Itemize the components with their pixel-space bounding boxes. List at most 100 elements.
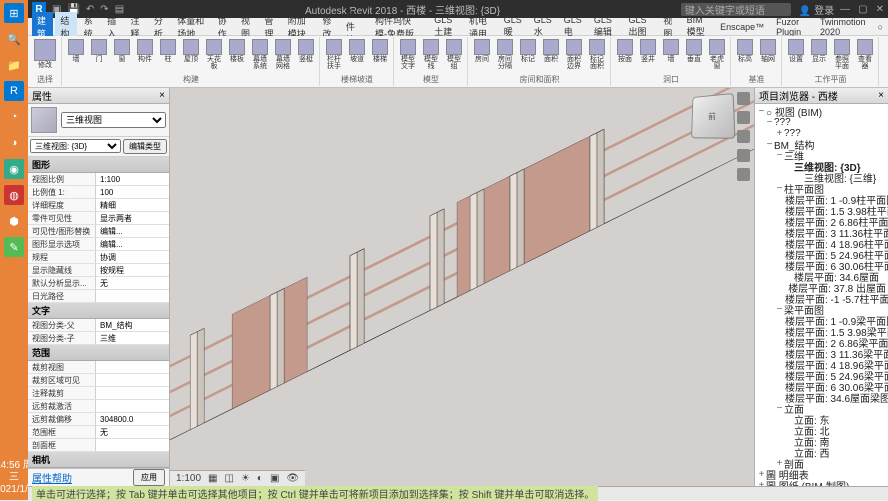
prop-row[interactable]: 视图比例1:100: [28, 173, 169, 186]
type-dropdown[interactable]: 三维视图: [61, 112, 166, 128]
prop-value[interactable]: 协调: [96, 251, 169, 263]
sun-path-icon[interactable]: ☀: [239, 473, 252, 484]
prop-row[interactable]: 详细程度精细: [28, 199, 169, 212]
prop-value[interactable]: [96, 361, 169, 373]
prop-value[interactable]: 1:100: [96, 173, 169, 185]
ribbon-btn-垂直[interactable]: 垂直: [683, 38, 705, 64]
ribbon-btn-屋顶[interactable]: 屋顶: [180, 38, 202, 64]
prop-row[interactable]: 视图分类-父BM_结构: [28, 319, 169, 332]
prop-value[interactable]: 三维: [96, 332, 169, 344]
taskbar-app-8[interactable]: ⬢: [4, 211, 24, 231]
browser-close-icon[interactable]: ×: [878, 90, 884, 101]
prop-row[interactable]: 比例值 1:100: [28, 186, 169, 199]
ribbon-btn-标记[interactable]: 标记: [517, 38, 539, 64]
prop-row[interactable]: 远剪裁偏移304800.0: [28, 413, 169, 426]
ribbon-btn-设置[interactable]: 设置: [785, 38, 807, 64]
nav-zoom-icon[interactable]: [737, 149, 750, 162]
3d-viewport[interactable]: 前 1:100 ▦ ◫ ☀ ◐ ▣ 👁: [170, 88, 754, 486]
ribbon-btn-窗[interactable]: 窗: [111, 38, 133, 64]
ribbon-btn-轴网[interactable]: 轴网: [757, 38, 779, 64]
prop-value[interactable]: 100: [96, 186, 169, 198]
ribbon-btn-面积边界[interactable]: 面积边界: [563, 38, 585, 71]
ribbon-btn-房间分隔[interactable]: 房间分隔: [494, 38, 516, 71]
taskbar-app-3[interactable]: R: [4, 81, 24, 101]
nav-wheel-icon[interactable]: [737, 111, 750, 124]
ribbon-btn-模型组[interactable]: 模型组: [443, 38, 465, 71]
expand-icon[interactable]: −: [775, 183, 784, 194]
prop-value[interactable]: 编辑...: [96, 238, 169, 250]
apply-button[interactable]: 应用: [133, 469, 165, 486]
prop-row[interactable]: 范围框无: [28, 426, 169, 439]
ribbon-btn-柱[interactable]: 柱: [157, 38, 179, 64]
expand-icon[interactable]: −: [757, 106, 766, 117]
tree-item[interactable]: 楼层平面: 34.6屋面梁图: [757, 392, 886, 403]
type-selector[interactable]: 三维视图: [28, 104, 169, 137]
expand-icon[interactable]: −: [765, 117, 774, 128]
menu-25[interactable]: Twinmotion 2020: [815, 15, 871, 39]
ribbon-btn-坡道[interactable]: 坡道: [346, 38, 368, 64]
windows-start-icon[interactable]: ⊞: [4, 3, 24, 23]
ribbon-btn-参照平面[interactable]: 参照平面: [831, 38, 853, 71]
ribbon-btn-标记面积[interactable]: 标记面积: [586, 38, 608, 71]
ribbon-btn-显示[interactable]: 显示: [808, 38, 830, 64]
scale-selector[interactable]: 1:100: [174, 473, 203, 484]
prop-row[interactable]: 显示隐藏线按规程: [28, 264, 169, 277]
prop-value[interactable]: 无: [96, 426, 169, 438]
crop-icon[interactable]: ▣: [268, 473, 281, 484]
expand-icon[interactable]: −: [765, 139, 774, 150]
3d-model[interactable]: [170, 88, 754, 486]
expand-icon[interactable]: −: [775, 150, 784, 161]
prop-row[interactable]: 规程协调: [28, 251, 169, 264]
prop-value[interactable]: 显示两者: [96, 212, 169, 224]
prop-value[interactable]: 无: [96, 277, 169, 289]
prop-value[interactable]: 编辑...: [96, 225, 169, 237]
minimize-icon[interactable]: —: [840, 4, 850, 15]
nav-pan-icon[interactable]: [737, 130, 750, 143]
ribbon-btn-查看器[interactable]: 查看器: [854, 38, 876, 71]
prop-row[interactable]: 默认分析显示...无: [28, 277, 169, 290]
prop-row[interactable]: 注释裁剪: [28, 387, 169, 400]
ribbon-btn-模型文字[interactable]: 模型文字: [397, 38, 419, 71]
prop-value[interactable]: [96, 387, 169, 399]
prop-value[interactable]: [96, 374, 169, 386]
prop-row[interactable]: 裁剪视图: [28, 361, 169, 374]
viewcube[interactable]: 前: [691, 93, 735, 139]
prop-category[interactable]: 图形: [28, 157, 169, 173]
ribbon-btn-幕墙网格[interactable]: 幕墙网格: [272, 38, 294, 71]
menu-23[interactable]: Enscape™: [715, 20, 769, 34]
menu-26[interactable]: ○: [873, 20, 888, 34]
prop-row[interactable]: 零件可见性显示两者: [28, 212, 169, 225]
ribbon-btn-楼板[interactable]: 楼板: [226, 38, 248, 64]
tree-item[interactable]: −○ 视图 (BIM): [757, 106, 886, 117]
tree-item[interactable]: 立面: 西: [757, 447, 886, 458]
prop-category[interactable]: 范围: [28, 345, 169, 361]
taskbar-app-9[interactable]: ✎: [4, 237, 24, 257]
detail-level-icon[interactable]: ▦: [206, 473, 219, 484]
nav-home-icon[interactable]: [737, 92, 750, 105]
prop-value[interactable]: [96, 290, 169, 302]
prop-row[interactable]: 视图分类-子三维: [28, 332, 169, 345]
ribbon-btn-天花板[interactable]: 天花板: [203, 38, 225, 71]
ribbon-btn-面积[interactable]: 面积: [540, 38, 562, 64]
prop-value[interactable]: 精细: [96, 199, 169, 211]
ribbon-btn-修改[interactable]: 修改: [31, 38, 59, 70]
taskbar-app-5[interactable]: ◑: [4, 133, 24, 153]
taskbar-app-7[interactable]: ◍: [4, 185, 24, 205]
ribbon-btn-幕墙系统[interactable]: 幕墙系统: [249, 38, 271, 71]
ribbon-btn-门[interactable]: 门: [88, 38, 110, 64]
prop-row[interactable]: 图形显示选项编辑...: [28, 238, 169, 251]
prop-value[interactable]: [96, 400, 169, 412]
visual-style-icon[interactable]: ◫: [222, 473, 235, 484]
ribbon-btn-墙[interactable]: 墙: [660, 38, 682, 64]
expand-icon[interactable]: −: [775, 403, 784, 414]
ribbon-btn-房间[interactable]: 房间: [471, 38, 493, 64]
taskbar-app-4[interactable]: ◔: [4, 107, 24, 127]
nav-orbit-icon[interactable]: [737, 168, 750, 181]
prop-row[interactable]: 裁剪区域可见: [28, 374, 169, 387]
taskbar-app-6[interactable]: ◉: [4, 159, 24, 179]
ribbon-btn-竖梃[interactable]: 竖梃: [295, 38, 317, 64]
ribbon-btn-老虎窗[interactable]: 老虎窗: [706, 38, 728, 71]
prop-category[interactable]: 文字: [28, 303, 169, 319]
edit-type-button[interactable]: 编辑类型: [123, 139, 167, 154]
prop-value[interactable]: 按规程: [96, 264, 169, 276]
